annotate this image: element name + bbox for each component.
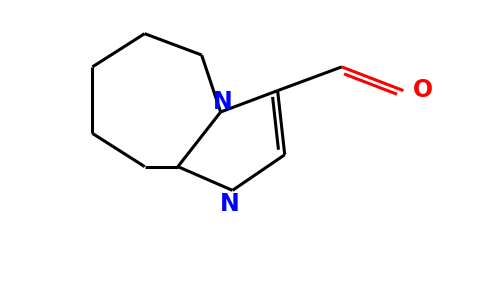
Text: N: N (213, 90, 233, 114)
Text: N: N (220, 192, 240, 216)
Text: O: O (412, 78, 433, 102)
